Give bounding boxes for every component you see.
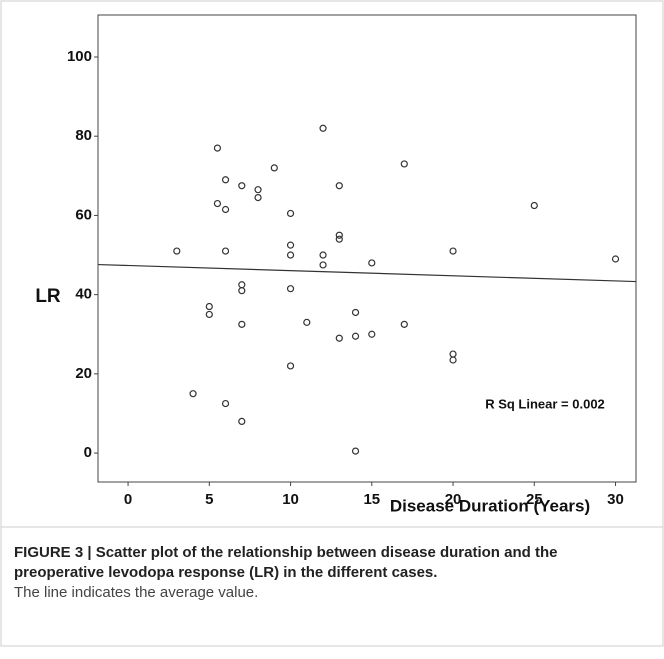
x-tick-label: 20: [445, 491, 462, 508]
point: [319, 124, 327, 132]
y-tick-label: 60: [75, 206, 92, 223]
point: [611, 255, 620, 263]
plot-frame: [97, 14, 637, 483]
y-tick-label: 40: [75, 286, 92, 303]
point: [286, 209, 295, 218]
fit-line: [97, 263, 637, 283]
point: [335, 182, 343, 190]
point: [221, 176, 230, 184]
point: [319, 261, 327, 269]
point: [238, 417, 246, 425]
point: [449, 356, 457, 364]
x-tick-label: 5: [205, 491, 213, 508]
point: [270, 164, 278, 172]
caption-note: The line indicates the average value.: [14, 584, 259, 601]
point: [303, 318, 311, 326]
point: [213, 144, 222, 152]
point: [530, 201, 538, 210]
point: [205, 310, 213, 319]
point: [254, 194, 262, 202]
point: [368, 330, 376, 338]
point: [221, 205, 230, 214]
point: [335, 235, 343, 243]
caption: FIGURE 3 | Scatter plot of the relations…: [14, 543, 650, 603]
caption-title: FIGURE 3 | Scatter plot of the relations…: [14, 544, 558, 581]
point: [238, 182, 246, 190]
point: [189, 390, 197, 398]
y-tick-label: 100: [67, 48, 92, 65]
x-axis-label: Disease Duration (Years): [390, 496, 590, 515]
x-tick-label: 25: [526, 491, 543, 508]
point: [173, 247, 181, 255]
point: [286, 285, 295, 293]
x-tick-label: 10: [282, 491, 299, 508]
point: [351, 332, 360, 340]
y-tick-label: 20: [75, 365, 92, 382]
point: [238, 320, 246, 328]
point: [400, 160, 408, 168]
point: [351, 308, 360, 317]
point: [335, 334, 343, 342]
point: [238, 287, 246, 295]
annotation: R Sq Linear = 0.002: [485, 396, 605, 411]
y-tick-label: 0: [84, 444, 92, 461]
point: [449, 247, 457, 255]
point: [335, 231, 343, 239]
point: [400, 320, 408, 328]
y-axis-label: LR: [35, 286, 61, 307]
x-tick-label: 0: [124, 491, 132, 508]
point: [286, 251, 295, 259]
point: [254, 186, 262, 194]
point: [205, 302, 213, 311]
point: [286, 362, 295, 370]
point: [213, 199, 222, 208]
point: [286, 241, 295, 249]
point: [368, 259, 376, 267]
x-tick-label: 30: [607, 491, 624, 508]
y-tick-label: 80: [75, 127, 92, 144]
point: [319, 251, 327, 259]
point: [221, 247, 230, 255]
point: [351, 447, 360, 455]
x-tick-label: 15: [363, 491, 380, 508]
point: [221, 399, 230, 408]
